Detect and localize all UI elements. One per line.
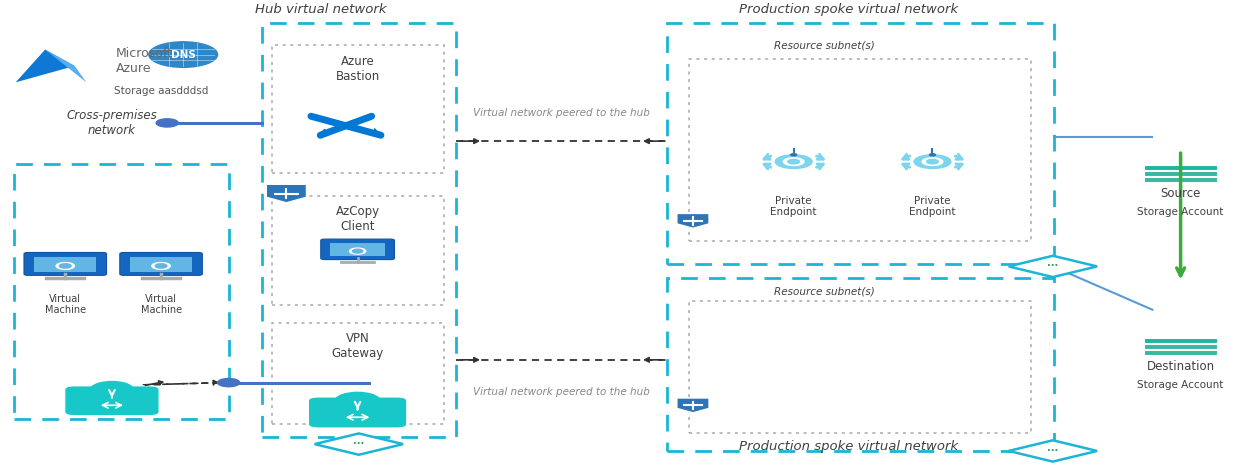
FancyBboxPatch shape (309, 397, 407, 428)
Polygon shape (16, 49, 74, 82)
Polygon shape (46, 49, 87, 82)
Text: Microsoft
Azure: Microsoft Azure (116, 48, 173, 75)
Bar (667, 278, 1054, 451)
Circle shape (922, 158, 943, 165)
Circle shape (927, 159, 938, 164)
FancyBboxPatch shape (23, 253, 106, 275)
Text: ···: ··· (353, 439, 365, 449)
Text: Resource subnet(s): Resource subnet(s) (774, 286, 875, 296)
Text: Private
Endpoint: Private Endpoint (910, 196, 955, 218)
Bar (690, 301, 1031, 433)
Bar (272, 46, 444, 173)
FancyBboxPatch shape (1143, 338, 1217, 343)
Text: Virtual
Machine: Virtual Machine (141, 294, 182, 315)
Circle shape (59, 264, 72, 268)
Circle shape (156, 119, 178, 127)
Polygon shape (315, 433, 403, 455)
Bar (262, 23, 456, 437)
FancyBboxPatch shape (1143, 164, 1217, 170)
Text: VPN
Gateway: VPN Gateway (331, 332, 383, 361)
Text: Hub virtual network: Hub virtual network (255, 3, 387, 16)
Circle shape (784, 158, 803, 165)
FancyBboxPatch shape (1143, 350, 1217, 355)
Circle shape (915, 155, 950, 169)
Text: Azure
Bastion: Azure Bastion (335, 55, 379, 82)
Text: Storage aasdddsd: Storage aasdddsd (114, 86, 208, 96)
FancyBboxPatch shape (1143, 171, 1217, 176)
Circle shape (56, 262, 74, 269)
Circle shape (350, 248, 366, 254)
Bar (14, 164, 229, 419)
Text: DNS: DNS (171, 49, 195, 60)
FancyBboxPatch shape (120, 253, 203, 275)
Bar (272, 323, 444, 424)
Bar (272, 196, 444, 305)
Text: Storage Account: Storage Account (1137, 207, 1224, 217)
PathPatch shape (677, 213, 709, 228)
Text: Production spoke virtual network: Production spoke virtual network (739, 3, 958, 16)
Text: Private
Endpoint: Private Endpoint (770, 196, 817, 218)
Bar (667, 23, 1054, 264)
Text: Cross-premises
network: Cross-premises network (67, 109, 157, 137)
FancyBboxPatch shape (321, 239, 394, 260)
PathPatch shape (267, 185, 307, 203)
FancyBboxPatch shape (1143, 164, 1217, 170)
Bar (35, 257, 96, 272)
Text: Production spoke virtual network: Production spoke virtual network (739, 440, 958, 453)
Text: ···: ··· (1047, 446, 1058, 456)
FancyBboxPatch shape (1143, 344, 1217, 349)
FancyBboxPatch shape (1143, 338, 1217, 343)
Circle shape (791, 154, 797, 156)
Bar (690, 59, 1031, 241)
Polygon shape (1009, 256, 1098, 277)
Text: Virtual network peered to the hub: Virtual network peered to the hub (473, 387, 650, 397)
Polygon shape (1009, 440, 1098, 462)
Circle shape (929, 154, 936, 156)
Text: Source: Source (1161, 187, 1201, 200)
PathPatch shape (677, 398, 709, 413)
Bar (330, 243, 384, 256)
Text: AzCopy
Client: AzCopy Client (335, 205, 379, 233)
Text: Destination: Destination (1147, 360, 1215, 373)
Text: Resource subnet(s): Resource subnet(s) (774, 40, 875, 50)
FancyBboxPatch shape (64, 386, 159, 416)
Circle shape (787, 159, 800, 164)
Text: Virtual
Machine: Virtual Machine (44, 294, 85, 315)
Circle shape (148, 42, 218, 67)
Circle shape (218, 378, 240, 387)
Circle shape (775, 155, 812, 169)
Text: ···: ··· (1047, 261, 1058, 271)
Circle shape (352, 249, 363, 253)
FancyBboxPatch shape (1143, 177, 1217, 182)
Text: Storage Account: Storage Account (1137, 380, 1224, 391)
Text: Virtual network peered to the hub: Virtual network peered to the hub (473, 109, 650, 118)
Circle shape (156, 264, 167, 268)
Bar (130, 257, 192, 272)
Circle shape (152, 262, 171, 269)
